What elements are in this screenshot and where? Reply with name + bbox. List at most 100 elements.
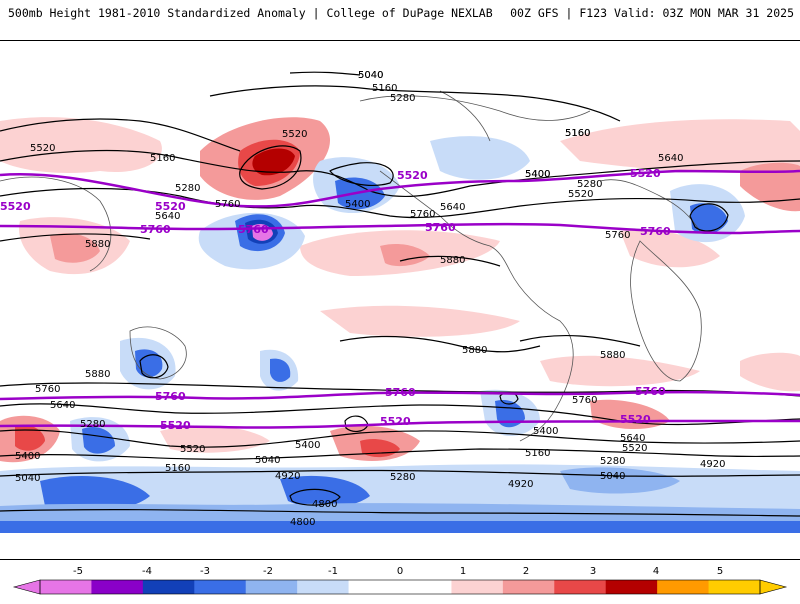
reference-label: 5520 bbox=[397, 169, 428, 182]
contour-label: 5880 bbox=[85, 369, 110, 380]
contour-label: 5640 bbox=[50, 400, 75, 411]
contour-label: 5400 bbox=[525, 169, 550, 180]
contour-label: 5040 bbox=[358, 70, 383, 81]
contour-label: 5160 bbox=[565, 128, 590, 139]
contour-label: 5400 bbox=[345, 199, 370, 210]
model-run-info: 00Z GFS | F123 Valid: 03Z MON MAR 31 202… bbox=[510, 6, 794, 20]
colorbar-tick: -3 bbox=[200, 566, 210, 577]
contour-label: 5640 bbox=[440, 202, 465, 213]
contour-label: 4920 bbox=[700, 459, 725, 470]
contour-label: 5280 bbox=[577, 179, 602, 190]
colorbar-min-arrow bbox=[12, 579, 41, 595]
reference-label: 5520 bbox=[380, 415, 411, 428]
map-title: 500mb Height 1981-2010 Standardized Anom… bbox=[8, 6, 493, 20]
reference-label: 5760 bbox=[238, 223, 269, 236]
reference-labels: 5520 5760 5520 5760 5520 5760 5760 5760 … bbox=[0, 167, 671, 432]
colorbar-swatch bbox=[502, 580, 555, 594]
colorbar-tick: -4 bbox=[142, 566, 152, 577]
height-contours bbox=[0, 71, 800, 517]
colorbar-tick: -5 bbox=[73, 566, 83, 577]
contour-label: 5880 bbox=[600, 350, 625, 361]
contour-label: 5400 bbox=[15, 451, 40, 462]
anomaly-shading bbox=[0, 117, 800, 533]
reference-label: 5520 bbox=[630, 167, 661, 180]
contour-label: 5160 bbox=[525, 448, 550, 459]
reference-label: 5760 bbox=[425, 221, 456, 234]
contour-label: 5280 bbox=[175, 183, 200, 194]
colorbar-swatch bbox=[245, 580, 298, 594]
colorbar-swatch bbox=[554, 580, 607, 594]
reference-label: 5760 bbox=[640, 225, 671, 238]
coastlines bbox=[0, 90, 702, 442]
colorbar-border bbox=[39, 579, 761, 595]
contour-label: 5640 bbox=[155, 211, 180, 222]
contour-label: 5280 bbox=[600, 456, 625, 467]
contour-label: 4920 bbox=[275, 471, 300, 482]
reference-label: 5520 bbox=[155, 200, 186, 213]
contour-label: 5520 bbox=[568, 189, 593, 200]
contour-label: 5880 bbox=[85, 239, 110, 250]
contour-label: 5760 bbox=[572, 395, 597, 406]
contour-label: 5880 bbox=[462, 345, 487, 356]
colorbar-swatch bbox=[657, 580, 710, 594]
contour-labels: 5040 5160 5280 5520 5160 5280 5640 5760 … bbox=[15, 70, 725, 528]
colorbar-tick: 5 bbox=[717, 566, 723, 577]
colorbar-swatch bbox=[400, 580, 452, 594]
contour-label: 4800 bbox=[312, 499, 337, 510]
contour-label: 5160 bbox=[165, 463, 190, 474]
colorbar-tick: -1 bbox=[328, 566, 338, 577]
colorbar-swatch bbox=[91, 580, 144, 594]
contour-label: 5760 bbox=[35, 384, 60, 395]
contour-label: 5040 bbox=[15, 473, 40, 484]
colorbar-tick: 3 bbox=[590, 566, 596, 577]
contour-label: 5520 bbox=[282, 129, 307, 140]
contour-label: 5400 bbox=[295, 440, 320, 451]
contour-label: 5880 bbox=[440, 255, 465, 266]
colorbar: -5 -4 -3 -2 -1 0 1 2 3 4 5 bbox=[0, 561, 800, 600]
colorbar-max-arrow bbox=[759, 579, 788, 595]
contour-label: 5160 bbox=[150, 153, 175, 164]
reference-label: 5520 bbox=[0, 200, 31, 213]
colorbar-swatch bbox=[297, 580, 350, 594]
colorbar-swatches bbox=[12, 579, 788, 595]
reference-label: 5520 bbox=[620, 413, 651, 426]
contour-label: 5280 bbox=[390, 472, 415, 483]
contour-label: 5640 bbox=[620, 433, 645, 444]
colorbar-tick: 0 bbox=[397, 566, 403, 577]
reference-label: 5760 bbox=[635, 385, 666, 398]
contour-label: 5760 bbox=[410, 209, 435, 220]
colorbar-swatch bbox=[40, 580, 92, 594]
contour-label: 5400 bbox=[525, 169, 550, 180]
contour-label: 5160 bbox=[565, 128, 590, 139]
colorbar-tick: -2 bbox=[263, 566, 273, 577]
reference-label: 5760 bbox=[385, 386, 416, 399]
colorbar-tick: 2 bbox=[523, 566, 529, 577]
reference-contours bbox=[0, 169, 800, 429]
colorbar-swatch bbox=[605, 580, 658, 594]
reference-label: 5760 bbox=[155, 390, 186, 403]
contour-label: 5040 bbox=[255, 455, 280, 466]
colorbar-swatch bbox=[142, 580, 195, 594]
contour-label: 5520 bbox=[30, 143, 55, 154]
contour-label: 5160 bbox=[372, 83, 397, 94]
contour-label: 5040 bbox=[358, 70, 383, 81]
contour-label: 5520 bbox=[622, 443, 647, 454]
colorbar-swatch bbox=[708, 580, 761, 594]
contour-label: 5040 bbox=[600, 471, 625, 482]
contour-label: 4920 bbox=[508, 479, 533, 490]
colorbar-swatch bbox=[451, 580, 504, 594]
colorbar-tick: 4 bbox=[653, 566, 659, 577]
contour-label: 5280 bbox=[390, 93, 415, 104]
anomaly-map: 5040 5160 5280 5520 5160 5280 5640 5760 … bbox=[0, 40, 800, 560]
contour-label: 5760 bbox=[215, 199, 240, 210]
contour-label: 4800 bbox=[290, 517, 315, 528]
colorbar-swatch bbox=[194, 580, 247, 594]
reference-label: 5520 bbox=[160, 419, 191, 432]
colorbar-swatch bbox=[348, 580, 401, 594]
contour-label: 5760 bbox=[605, 230, 630, 241]
contour-label: 5280 bbox=[80, 419, 105, 430]
contour-label: 5400 bbox=[533, 426, 558, 437]
colorbar-tick: 1 bbox=[460, 566, 466, 577]
reference-label: 5760 bbox=[140, 223, 171, 236]
contour-label: 5520 bbox=[180, 444, 205, 455]
